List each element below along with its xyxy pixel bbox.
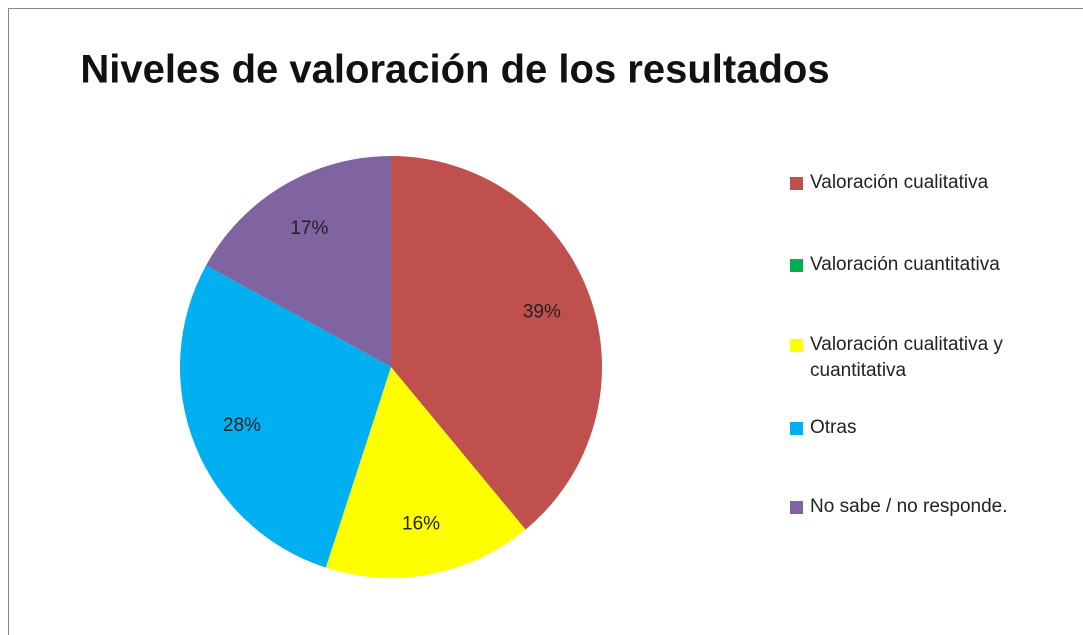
legend-item: Valoración cualitativa y cuantitativa [790, 332, 1050, 384]
frame [8, 8, 1083, 635]
legend-swatch [790, 339, 803, 352]
data-label: 39% [523, 302, 561, 323]
legend-label: Valoración cualitativa [810, 172, 989, 193]
legend-label: Otras [810, 417, 857, 438]
legend-swatch [790, 177, 803, 190]
pie-slice [180, 265, 391, 568]
legend-item: Otras [790, 415, 1050, 441]
legend-swatch [790, 501, 803, 514]
legend-item: Valoración cualitativa [790, 170, 1050, 196]
chart-title: Niveles de valoración de los resultados [80, 48, 829, 92]
legend-swatch [790, 422, 803, 435]
pie-slice [391, 156, 603, 530]
legend-item: Valoración cuantitativa [790, 252, 1050, 278]
pie-slice [206, 156, 391, 367]
data-label: 17% [290, 218, 328, 239]
pie-slice [325, 367, 526, 578]
legend-item: No sabe / no responde. [790, 494, 1050, 520]
legend-label: No sabe / no responde. [810, 496, 1008, 517]
legend-swatch [790, 259, 803, 272]
legend-label: Valoración cuantitativa [810, 254, 1000, 275]
legend-label: Valoración cualitativa y cuantitativa [810, 334, 1003, 381]
data-label: 28% [223, 415, 261, 436]
data-label: 16% [402, 514, 440, 535]
